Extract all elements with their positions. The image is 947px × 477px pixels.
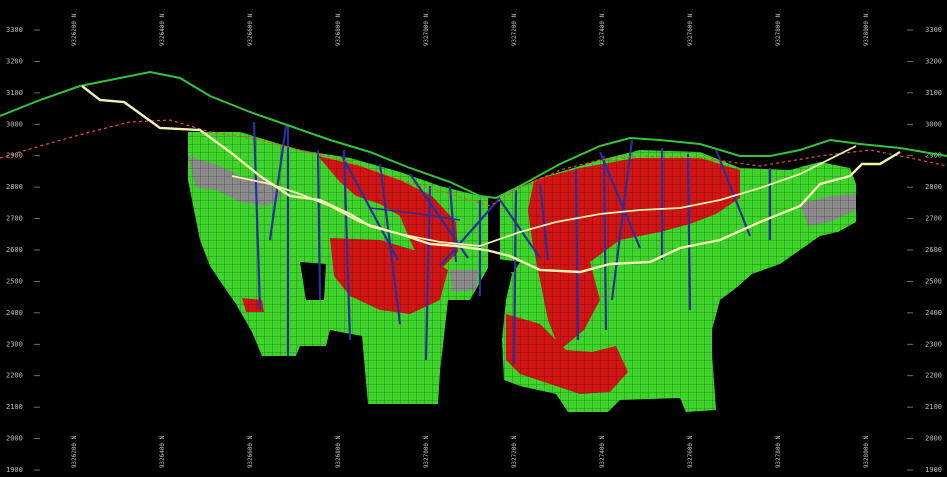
- northing-label: 9327000 N: [423, 435, 430, 468]
- northing-label: 9327600 N: [687, 435, 694, 468]
- elevation-label-right: 3300: [925, 26, 942, 34]
- northing-label: 9326400 N: [159, 435, 166, 468]
- elevation-label-right: 2400: [925, 309, 942, 317]
- elevation-label-right: 2100: [925, 403, 942, 411]
- elevation-label-right: 2600: [925, 246, 942, 254]
- drillhole: [714, 149, 752, 237]
- drillhole: [342, 149, 352, 341]
- drillhole: [598, 151, 642, 249]
- northing-label: 9326800 N: [335, 435, 342, 468]
- northing-label: 9327200 N: [511, 13, 518, 46]
- elevation-label-left: 2700: [6, 215, 23, 223]
- elevation-label-right: 3000: [925, 120, 942, 128]
- elevation-label-left: 2200: [6, 372, 23, 380]
- elevation-label-left: 2000: [6, 435, 23, 443]
- elevation-label-left: 3300: [6, 26, 23, 34]
- elevation-label-left: 3100: [6, 89, 23, 97]
- drillhole: [610, 139, 634, 301]
- elevation-label-left: 1900: [6, 466, 23, 474]
- drillhole: [602, 155, 608, 331]
- elevation-label-right: 2800: [925, 183, 942, 191]
- elevation-label-left: 2600: [6, 246, 23, 254]
- northing-label: 9327400 N: [599, 435, 606, 468]
- elevation-label-left: 2400: [6, 309, 23, 317]
- elevation-label-right: 2500: [925, 277, 942, 285]
- elevation-label-right: 3200: [925, 57, 942, 65]
- drillhole: [574, 169, 580, 341]
- drillhole: [378, 163, 402, 325]
- drillhole: [499, 199, 541, 259]
- drillhole: [268, 125, 288, 241]
- elevation-label-right: 2900: [925, 152, 942, 160]
- pit-outline-line: [81, 85, 901, 274]
- elevation-label-right: 3100: [925, 89, 942, 97]
- northing-label: 9327200 N: [511, 435, 518, 468]
- pit-shell-inner-line: [231, 145, 857, 247]
- northing-label: 9326400 N: [159, 13, 166, 46]
- drillhole: [686, 153, 692, 311]
- elevation-label-right: 1900: [925, 466, 942, 474]
- elevation-label-left: 2300: [6, 340, 23, 348]
- block-model-red-west-lower: [330, 238, 448, 314]
- northing-label: 9326600 N: [247, 435, 254, 468]
- drillhole: [316, 149, 322, 301]
- elevation-axis-left: 3300 3200 3100 3000 2900 2800 2700 2600 2500 2400…: [6, 26, 40, 474]
- northing-label: 9326600 N: [247, 13, 254, 46]
- elevation-label-left: 3200: [6, 57, 23, 65]
- elevation-label-left: 2500: [6, 277, 23, 285]
- elevation-label-left: 2800: [6, 183, 23, 191]
- drillhole: [252, 121, 262, 311]
- void-center: [490, 258, 520, 272]
- block-model-grey-center: [450, 270, 478, 292]
- northing-label: 9326200 N: [71, 435, 78, 468]
- elevation-label-right: 2200: [925, 372, 942, 380]
- northing-label: 9328000 N: [863, 435, 870, 468]
- northing-label: 9326800 N: [335, 13, 342, 46]
- northing-label: 9327800 N: [775, 435, 782, 468]
- northing-label: 9327000 N: [423, 13, 430, 46]
- elevation-label-left: 2900: [6, 152, 23, 160]
- drillhole: [512, 189, 518, 365]
- geology-contact-line: [369, 207, 461, 221]
- drillhole: [538, 183, 550, 261]
- northing-label: 9328000 N: [863, 13, 870, 46]
- block-model-red-east-lower: [506, 314, 628, 394]
- elevation-label-right: 2300: [925, 340, 942, 348]
- elevation-label-left: 3000: [6, 120, 23, 128]
- northing-label: 9327600 N: [687, 13, 694, 46]
- dashed-surface-line: [0, 119, 947, 207]
- block-model-grey-west: [188, 156, 282, 206]
- elevation-label-left: 2100: [6, 403, 23, 411]
- northing-label: 9327400 N: [599, 13, 606, 46]
- elevation-axis-right: 3300 3200 3100 3000 2900 2800 2700 2600 2500 2400…: [907, 26, 942, 474]
- drillhole: [439, 197, 501, 267]
- northing-axis-top: 9326200 N 9326400 N 9326600 N 9326800 N 9327…: [71, 13, 870, 46]
- block-model-grey-east: [800, 194, 856, 226]
- topography-line: [0, 70, 947, 200]
- northing-label: 9326200 N: [71, 13, 78, 46]
- drillholes: [252, 121, 772, 365]
- elevation-label-right: 2000: [925, 435, 942, 443]
- northing-label: 9327800 N: [775, 13, 782, 46]
- block-model-red-patch: [242, 298, 264, 312]
- northing-axis-bottom: 9326200 N 9326400 N 9326600 N 9326800 N 9327…: [71, 435, 870, 468]
- elevation-label-right: 2700: [925, 215, 942, 223]
